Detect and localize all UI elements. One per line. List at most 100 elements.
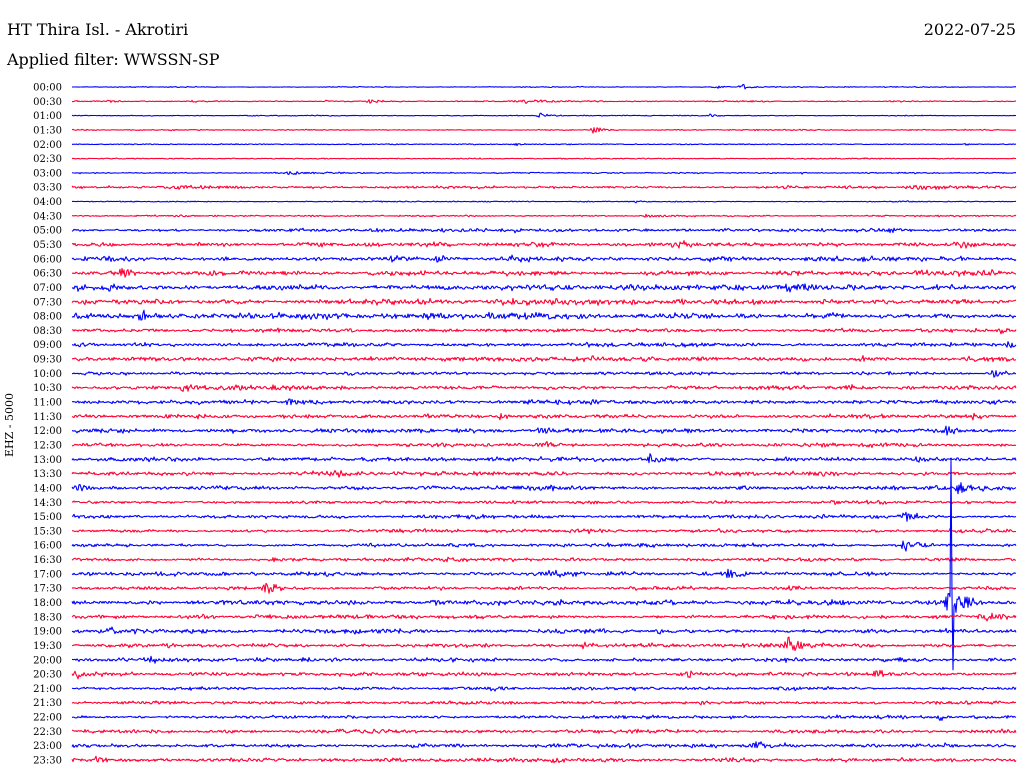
trace-15-30 xyxy=(71,527,1017,535)
row-label-16-00: 16:00 xyxy=(33,541,62,552)
trace-21-30 xyxy=(71,700,1017,706)
trace-05-30 xyxy=(71,240,1016,249)
date-label: 2022-07-25 xyxy=(923,20,1016,39)
row-label-02-30: 02:30 xyxy=(33,154,62,165)
row-label-14-30: 14:30 xyxy=(33,498,62,509)
row-label-03-30: 03:30 xyxy=(33,183,62,194)
trace-19-30 xyxy=(71,636,1017,652)
row-label-11-30: 11:30 xyxy=(33,412,62,423)
trace-09-00 xyxy=(71,341,1017,349)
trace-23-00 xyxy=(71,741,1016,749)
trace-22-30 xyxy=(71,728,1017,734)
trace-18-00 xyxy=(71,458,1017,671)
trace-05-00 xyxy=(71,227,1017,234)
trace-10-00 xyxy=(71,370,1017,378)
row-label-22-00: 22:00 xyxy=(33,713,62,724)
row-label-06-00: 06:00 xyxy=(33,254,62,265)
row-label-11-00: 11:00 xyxy=(33,398,62,409)
trace-08-00 xyxy=(71,309,1017,321)
row-label-21-00: 21:00 xyxy=(33,684,62,695)
row-label-05-30: 05:30 xyxy=(33,240,62,251)
row-label-22-30: 22:30 xyxy=(33,727,62,738)
trace-19-00 xyxy=(71,626,1017,635)
row-label-01-30: 01:30 xyxy=(33,126,62,137)
row-label-19-00: 19:00 xyxy=(33,627,62,638)
row-label-15-30: 15:30 xyxy=(33,526,62,537)
trace-16-00 xyxy=(71,540,1017,552)
row-label-13-00: 13:00 xyxy=(33,455,62,466)
row-label-13-30: 13:30 xyxy=(33,469,62,480)
trace-00-30 xyxy=(71,99,1017,104)
row-label-12-30: 12:30 xyxy=(33,441,62,452)
filter-label: Applied filter: WWSSN-SP xyxy=(7,50,220,69)
row-label-10-30: 10:30 xyxy=(33,383,62,394)
trace-01-00 xyxy=(71,112,1017,118)
row-label-14-00: 14:00 xyxy=(33,483,62,494)
station-title: HT Thira Isl. - Akrotiri xyxy=(7,20,189,39)
row-label-08-00: 08:00 xyxy=(33,312,62,323)
trace-20-30 xyxy=(71,669,1017,680)
trace-14-30 xyxy=(71,499,1017,506)
row-label-05-00: 05:00 xyxy=(33,226,62,237)
trace-04-30 xyxy=(72,213,1017,218)
y-axis-label: EHZ - 5000 xyxy=(3,393,16,457)
trace-group xyxy=(71,83,1017,764)
row-label-23-30: 23:30 xyxy=(33,756,62,767)
row-label-07-30: 07:30 xyxy=(33,297,62,308)
trace-17-00 xyxy=(71,568,1017,579)
trace-16-30 xyxy=(71,556,1017,563)
row-label-04-00: 04:00 xyxy=(33,197,62,208)
trace-12-00 xyxy=(71,425,1016,436)
row-label-09-00: 09:00 xyxy=(33,340,62,351)
row-label-18-00: 18:00 xyxy=(33,598,62,609)
trace-15-00 xyxy=(71,511,1017,522)
row-label-17-00: 17:00 xyxy=(33,569,62,580)
row-label-20-00: 20:00 xyxy=(33,655,62,666)
row-label-20-30: 20:30 xyxy=(33,670,62,681)
row-label-group: 00:00 00:30 01:00 01:30 02:00 02:30 03:00 03:30… xyxy=(33,83,62,767)
trace-11-00 xyxy=(71,398,1017,406)
row-label-10-00: 10:00 xyxy=(33,369,62,380)
row-label-16-30: 16:30 xyxy=(33,555,62,566)
trace-06-30 xyxy=(71,267,1017,278)
trace-08-30 xyxy=(71,327,1017,335)
row-label-12-00: 12:00 xyxy=(33,426,62,437)
row-label-09-30: 09:30 xyxy=(33,355,62,366)
trace-17-30 xyxy=(71,582,1017,594)
trace-20-00 xyxy=(71,655,1017,664)
trace-02-00 xyxy=(71,142,1017,147)
trace-03-00 xyxy=(71,171,1017,176)
row-label-15-00: 15:00 xyxy=(33,512,62,523)
trace-14-00 xyxy=(71,482,1017,495)
trace-07-00 xyxy=(71,283,1016,293)
trace-13-30 xyxy=(71,469,1017,478)
trace-12-30 xyxy=(71,441,1016,449)
trace-06-00 xyxy=(71,254,1017,263)
row-label-07-00: 07:00 xyxy=(33,283,62,294)
row-label-06-30: 06:30 xyxy=(33,269,62,280)
trace-13-00 xyxy=(71,453,1017,464)
row-label-03-00: 03:00 xyxy=(33,168,62,179)
trace-22-00 xyxy=(71,714,1017,722)
row-label-08-30: 08:30 xyxy=(33,326,62,337)
row-label-01-00: 01:00 xyxy=(33,111,62,122)
row-label-21-30: 21:30 xyxy=(33,698,62,709)
trace-03-30 xyxy=(71,184,1017,190)
trace-00-00 xyxy=(71,83,1017,90)
row-label-18-30: 18:30 xyxy=(33,612,62,623)
trace-01-30 xyxy=(71,127,1017,134)
trace-04-00 xyxy=(72,200,1017,204)
trace-11-30 xyxy=(71,412,1017,421)
trace-02-30 xyxy=(71,157,1017,160)
row-label-04-30: 04:30 xyxy=(33,211,62,222)
trace-09-30 xyxy=(71,355,1017,363)
trace-21-00 xyxy=(71,686,1017,692)
trace-07-30 xyxy=(71,297,1017,306)
row-label-00-00: 00:00 xyxy=(33,83,62,94)
trace-10-30 xyxy=(71,384,1017,393)
trace-23-30 xyxy=(71,755,1017,764)
row-label-00-30: 00:30 xyxy=(33,97,62,108)
row-label-23-00: 23:00 xyxy=(33,741,62,752)
trace-18-30 xyxy=(71,612,1017,622)
